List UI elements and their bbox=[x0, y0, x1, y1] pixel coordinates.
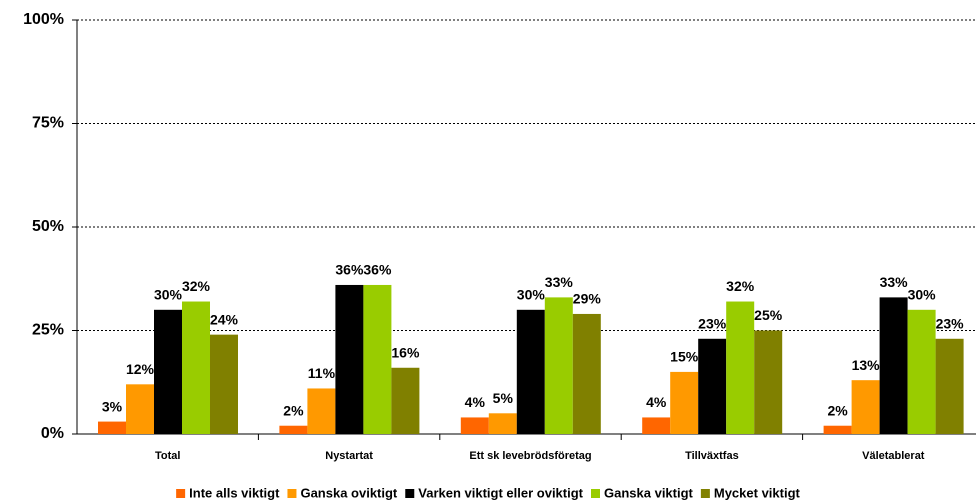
value-label: 30% bbox=[908, 287, 937, 303]
value-label: 36% bbox=[335, 262, 364, 278]
value-label: 32% bbox=[182, 278, 211, 294]
bar bbox=[182, 301, 210, 434]
bar bbox=[210, 334, 238, 434]
value-label: 13% bbox=[852, 357, 881, 373]
bar bbox=[670, 371, 699, 434]
legend-swatch bbox=[591, 489, 600, 498]
value-label: 33% bbox=[545, 274, 574, 290]
legend-swatch bbox=[405, 489, 415, 498]
legend-swatch bbox=[287, 489, 297, 498]
value-label: 30% bbox=[517, 287, 546, 303]
bar bbox=[488, 413, 517, 434]
value-label: 32% bbox=[726, 278, 755, 294]
legend-swatch bbox=[176, 489, 186, 498]
value-label: 16% bbox=[391, 344, 420, 360]
legend-label: Ganska oviktigt bbox=[300, 485, 397, 500]
value-label: 5% bbox=[493, 390, 514, 406]
x-tick-label: Total bbox=[155, 450, 180, 462]
bar bbox=[335, 284, 364, 434]
y-tick-label: 0% bbox=[41, 425, 64, 442]
x-tick-label: Ett sk levebrödsföretag bbox=[469, 450, 591, 462]
bar bbox=[126, 384, 154, 434]
bar bbox=[460, 417, 489, 434]
bar bbox=[851, 380, 880, 434]
bar bbox=[642, 417, 671, 434]
bar bbox=[907, 309, 936, 434]
value-label: 15% bbox=[670, 349, 699, 365]
value-label: 11% bbox=[308, 365, 336, 381]
bar bbox=[754, 330, 783, 434]
value-label: 24% bbox=[210, 311, 239, 327]
bar bbox=[935, 338, 964, 434]
bar bbox=[98, 421, 126, 434]
value-label: 12% bbox=[126, 361, 155, 377]
bar bbox=[698, 338, 727, 434]
value-label: 36% bbox=[363, 262, 392, 278]
value-label: 23% bbox=[698, 315, 727, 331]
bar bbox=[823, 425, 852, 434]
y-tick-label: 50% bbox=[32, 218, 64, 235]
y-tick-label: 75% bbox=[32, 115, 64, 132]
value-label: 2% bbox=[827, 402, 848, 418]
y-tick-label: 25% bbox=[32, 322, 64, 339]
x-tick-label: Väletablerat bbox=[862, 450, 925, 462]
bar bbox=[307, 388, 336, 434]
y-tick-label: 100% bbox=[23, 11, 64, 28]
x-tick-label: Tillväxtfas bbox=[685, 450, 739, 462]
value-label: 3% bbox=[102, 398, 123, 414]
bar bbox=[363, 284, 392, 434]
value-label: 23% bbox=[936, 315, 965, 331]
value-label: 29% bbox=[573, 291, 602, 307]
bar bbox=[391, 367, 420, 434]
x-tick-label: Nystartat bbox=[325, 450, 373, 462]
value-label: 4% bbox=[646, 394, 667, 410]
bar bbox=[279, 425, 308, 434]
bar bbox=[154, 309, 182, 434]
legend-label: Inte alls viktigt bbox=[189, 485, 280, 500]
value-label: 30% bbox=[154, 287, 183, 303]
bar bbox=[544, 297, 573, 434]
legend-swatch bbox=[700, 489, 710, 498]
bar bbox=[726, 301, 755, 434]
legend-label: Mycket viktigt bbox=[714, 485, 801, 500]
bar bbox=[572, 313, 601, 434]
legend-label: Varken viktigt eller oviktigt bbox=[418, 485, 583, 500]
value-label: 33% bbox=[880, 274, 909, 290]
value-label: 2% bbox=[283, 402, 304, 418]
legend-label: Ganska viktigt bbox=[604, 485, 694, 500]
value-label: 4% bbox=[465, 394, 486, 410]
bar bbox=[516, 309, 545, 434]
bar bbox=[879, 297, 908, 434]
value-label: 25% bbox=[754, 307, 783, 323]
